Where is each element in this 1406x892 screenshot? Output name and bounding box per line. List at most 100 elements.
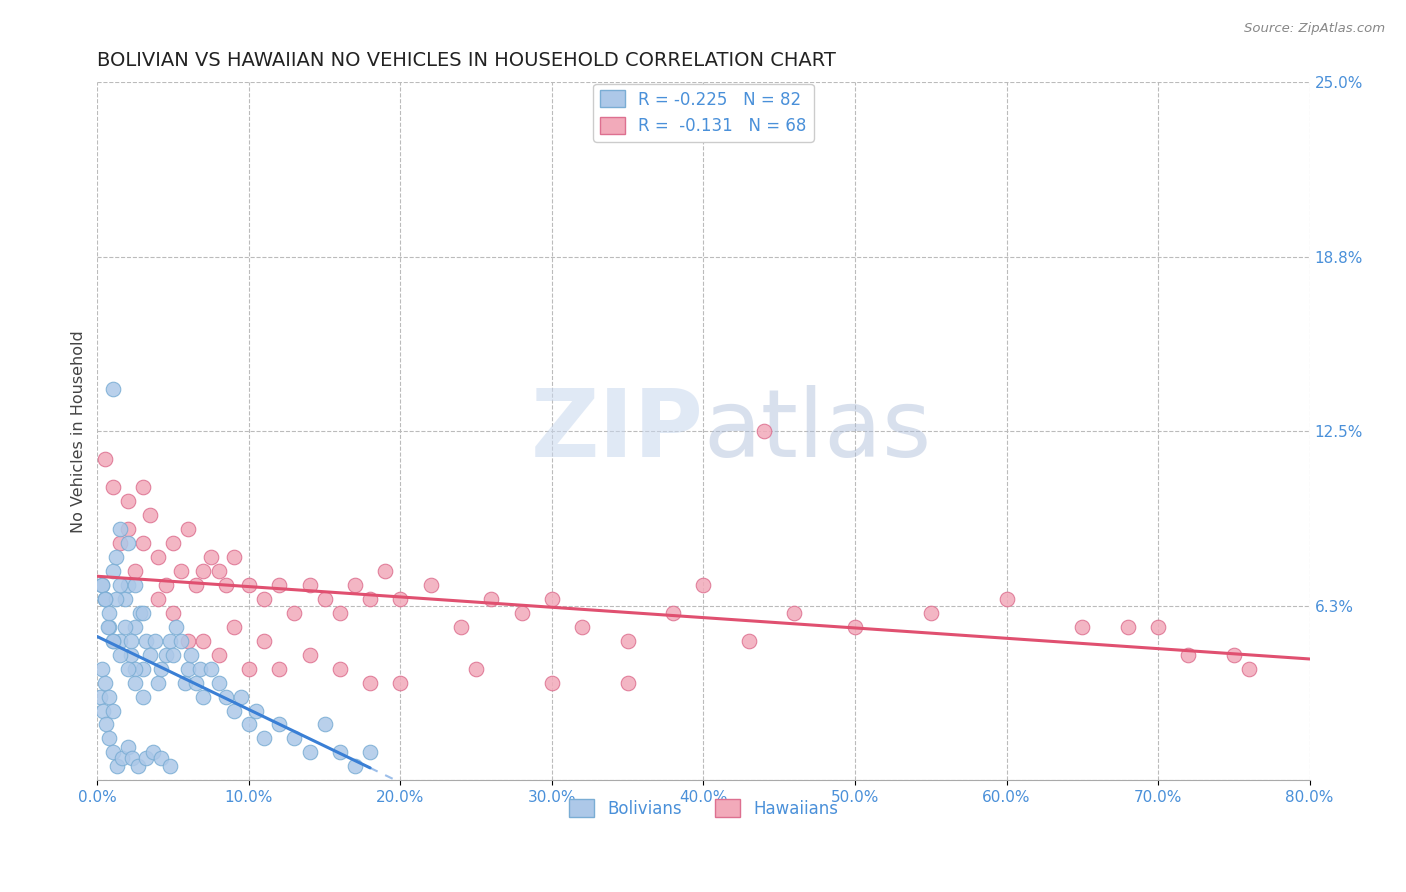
- Point: [120, 648, 142, 662]
- Point: [135, 633, 157, 648]
- Point: [995, 591, 1018, 606]
- Point: [101, 564, 124, 578]
- Point: [269, 717, 291, 731]
- Point: [215, 690, 238, 704]
- Point: [146, 675, 169, 690]
- Point: [269, 578, 291, 592]
- Point: [117, 522, 139, 536]
- Point: [541, 591, 564, 606]
- Point: [207, 564, 229, 578]
- Point: [89, 690, 111, 704]
- Point: [155, 578, 177, 592]
- Point: [96, 717, 118, 731]
- Point: [108, 536, 131, 550]
- Point: [146, 549, 169, 564]
- Point: [114, 620, 136, 634]
- Point: [1116, 620, 1139, 634]
- Point: [510, 606, 533, 620]
- Point: [104, 549, 127, 564]
- Point: [110, 751, 132, 765]
- Point: [283, 731, 305, 746]
- Text: BOLIVIAN VS HAWAIIAN NO VEHICLES IN HOUSEHOLD CORRELATION CHART: BOLIVIAN VS HAWAIIAN NO VEHICLES IN HOUS…: [97, 51, 837, 70]
- Point: [207, 648, 229, 662]
- Point: [329, 662, 352, 676]
- Point: [108, 633, 131, 648]
- Point: [121, 751, 143, 765]
- Point: [692, 578, 714, 592]
- Point: [132, 606, 155, 620]
- Point: [139, 508, 162, 522]
- Point: [120, 633, 142, 648]
- Point: [124, 662, 146, 676]
- Point: [132, 690, 155, 704]
- Point: [571, 620, 593, 634]
- Point: [132, 536, 155, 550]
- Point: [98, 620, 121, 634]
- Point: [193, 564, 215, 578]
- Point: [238, 662, 260, 676]
- Point: [94, 452, 117, 467]
- Point: [231, 690, 253, 704]
- Point: [359, 675, 381, 690]
- Point: [97, 620, 120, 634]
- Point: [269, 662, 291, 676]
- Point: [165, 620, 187, 634]
- Point: [162, 648, 184, 662]
- Point: [101, 633, 124, 648]
- Point: [359, 591, 381, 606]
- Point: [283, 606, 305, 620]
- Point: [245, 704, 267, 718]
- Point: [132, 662, 155, 676]
- Y-axis label: No Vehicles in Household: No Vehicles in Household: [72, 330, 86, 533]
- Point: [222, 704, 245, 718]
- Legend: Bolivians, Hawaiians: Bolivians, Hawaiians: [562, 793, 845, 824]
- Point: [98, 731, 121, 746]
- Point: [193, 690, 215, 704]
- Point: [541, 675, 564, 690]
- Point: [162, 606, 184, 620]
- Point: [374, 564, 396, 578]
- Point: [117, 662, 139, 676]
- Point: [94, 591, 117, 606]
- Point: [101, 704, 124, 718]
- Point: [177, 633, 200, 648]
- Point: [662, 606, 685, 620]
- Point: [139, 648, 162, 662]
- Point: [105, 759, 128, 773]
- Point: [108, 578, 131, 592]
- Point: [128, 606, 150, 620]
- Point: [616, 675, 638, 690]
- Point: [94, 675, 117, 690]
- Point: [359, 745, 381, 759]
- Point: [170, 633, 193, 648]
- Point: [98, 606, 121, 620]
- Point: [146, 591, 169, 606]
- Point: [90, 578, 112, 592]
- Point: [920, 606, 942, 620]
- Point: [450, 620, 472, 634]
- Point: [389, 675, 412, 690]
- Point: [159, 633, 181, 648]
- Point: [253, 633, 276, 648]
- Point: [298, 745, 321, 759]
- Point: [616, 633, 638, 648]
- Point: [184, 675, 207, 690]
- Point: [124, 564, 146, 578]
- Point: [783, 606, 806, 620]
- Point: [94, 591, 117, 606]
- Point: [343, 578, 366, 592]
- Point: [419, 578, 441, 592]
- Point: [207, 675, 229, 690]
- Point: [329, 745, 352, 759]
- Point: [101, 383, 124, 397]
- Point: [184, 578, 207, 592]
- Point: [155, 648, 177, 662]
- Point: [132, 480, 155, 494]
- Point: [200, 549, 222, 564]
- Point: [298, 648, 321, 662]
- Point: [180, 648, 202, 662]
- Point: [389, 591, 412, 606]
- Point: [159, 759, 181, 773]
- Point: [170, 564, 193, 578]
- Point: [465, 662, 488, 676]
